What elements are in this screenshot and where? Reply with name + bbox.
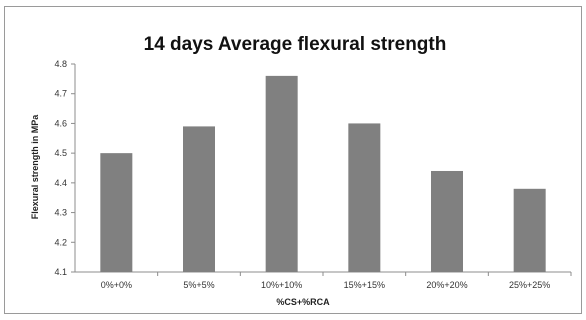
x-tick-label: 20%+20% (426, 280, 467, 290)
bar-chart: 14 days Average flexural strength %CS+%R… (30, 34, 572, 307)
x-tick-label: 15%+15% (344, 280, 385, 290)
bar-3 (265, 75, 298, 272)
y-tick-label: 4.1 (54, 267, 67, 277)
x-tick-label: 25%+25% (509, 280, 550, 290)
bar-5 (431, 170, 463, 272)
y-tick-label: 4.5 (54, 148, 67, 158)
x-tick-label: 0%+0% (101, 280, 132, 290)
y-tick-label: 4.6 (54, 118, 67, 128)
bar-1 (100, 153, 133, 272)
y-tick-label: 4.8 (54, 59, 67, 69)
x-tick-label: 10%+10% (261, 280, 302, 290)
x-tick-label: 5%+5% (183, 280, 214, 290)
y-axis-label: Flexural strength in MPa (30, 114, 40, 220)
chart-frame: 14 days Average flexural strength %CS+%R… (4, 6, 582, 314)
y-tick-label: 4.7 (54, 89, 67, 99)
chart-title: 14 days Average flexural strength (144, 34, 447, 55)
plot-area: 4.1 4.2 4.3 4.4 4.5 4.6 4.7 4.8 0%+0% 5%+5% 10%+10… (54, 59, 572, 290)
bar-2 (183, 126, 215, 273)
bar-6 (513, 188, 546, 272)
y-tick-label: 4.2 (54, 237, 67, 247)
bar-4 (348, 123, 381, 272)
y-tick-label: 4.3 (54, 208, 67, 218)
y-tick-label: 4.4 (54, 178, 67, 188)
x-axis-label: %CS+%RCA (276, 297, 330, 307)
